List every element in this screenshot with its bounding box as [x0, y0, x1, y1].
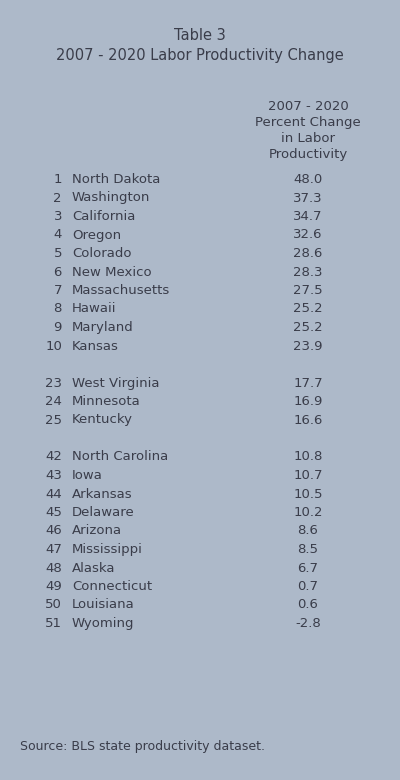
Text: 0.7: 0.7	[298, 580, 318, 593]
Text: Productivity: Productivity	[268, 148, 348, 161]
Text: 4: 4	[54, 229, 62, 242]
Text: 44: 44	[45, 488, 62, 501]
Text: 1: 1	[54, 173, 62, 186]
Text: 23: 23	[45, 377, 62, 389]
Text: Wyoming: Wyoming	[72, 617, 134, 630]
Text: 8.6: 8.6	[298, 524, 318, 537]
Text: 8: 8	[54, 303, 62, 315]
Text: 37.3: 37.3	[293, 192, 323, 204]
Text: in Labor: in Labor	[281, 132, 335, 145]
Text: Colorado: Colorado	[72, 247, 132, 260]
Text: 2007 - 2020 Labor Productivity Change: 2007 - 2020 Labor Productivity Change	[56, 48, 344, 63]
Text: 25.2: 25.2	[293, 303, 323, 315]
Text: 2007 - 2020: 2007 - 2020	[268, 100, 348, 113]
Text: 43: 43	[45, 469, 62, 482]
Text: 42: 42	[45, 451, 62, 463]
Text: Arizona: Arizona	[72, 524, 122, 537]
Text: Oregon: Oregon	[72, 229, 121, 242]
Text: Percent Change: Percent Change	[255, 116, 361, 129]
Text: California: California	[72, 210, 135, 223]
Text: 10.5: 10.5	[293, 488, 323, 501]
Text: Iowa: Iowa	[72, 469, 103, 482]
Text: -2.8: -2.8	[295, 617, 321, 630]
Text: New Mexico: New Mexico	[72, 265, 152, 278]
Text: Source: BLS state productivity dataset.: Source: BLS state productivity dataset.	[20, 740, 265, 753]
Text: Arkansas: Arkansas	[72, 488, 133, 501]
Text: 45: 45	[45, 506, 62, 519]
Text: 28.3: 28.3	[293, 265, 323, 278]
Text: Mississippi: Mississippi	[72, 543, 143, 556]
Text: 5: 5	[54, 247, 62, 260]
Text: 6.7: 6.7	[298, 562, 318, 575]
Text: 10.7: 10.7	[293, 469, 323, 482]
Text: Washington: Washington	[72, 192, 150, 204]
Text: 16.9: 16.9	[293, 395, 323, 408]
Text: 9: 9	[54, 321, 62, 334]
Text: Louisiana: Louisiana	[72, 598, 135, 612]
Text: Delaware: Delaware	[72, 506, 135, 519]
Text: Massachusetts: Massachusetts	[72, 284, 170, 297]
Text: Minnesota: Minnesota	[72, 395, 141, 408]
Text: Maryland: Maryland	[72, 321, 134, 334]
Text: 25.2: 25.2	[293, 321, 323, 334]
Text: Alaska: Alaska	[72, 562, 116, 575]
Text: 25: 25	[45, 413, 62, 427]
Text: North Carolina: North Carolina	[72, 451, 168, 463]
Text: 51: 51	[45, 617, 62, 630]
Text: 48.0: 48.0	[293, 173, 323, 186]
Text: 28.6: 28.6	[293, 247, 323, 260]
Text: 16.6: 16.6	[293, 413, 323, 427]
Text: 3: 3	[54, 210, 62, 223]
Text: 23.9: 23.9	[293, 339, 323, 353]
Text: Table 3: Table 3	[174, 28, 226, 43]
Text: 50: 50	[45, 598, 62, 612]
Text: 34.7: 34.7	[293, 210, 323, 223]
Text: 46: 46	[45, 524, 62, 537]
Text: Hawaii: Hawaii	[72, 303, 116, 315]
Text: 49: 49	[45, 580, 62, 593]
Text: 32.6: 32.6	[293, 229, 323, 242]
Text: 0.6: 0.6	[298, 598, 318, 612]
Text: Kansas: Kansas	[72, 339, 119, 353]
Text: 27.5: 27.5	[293, 284, 323, 297]
Text: 10.2: 10.2	[293, 506, 323, 519]
Text: North Dakota: North Dakota	[72, 173, 160, 186]
Text: 7: 7	[54, 284, 62, 297]
Text: 17.7: 17.7	[293, 377, 323, 389]
Text: 2: 2	[54, 192, 62, 204]
Text: 24: 24	[45, 395, 62, 408]
Text: 47: 47	[45, 543, 62, 556]
Text: Kentucky: Kentucky	[72, 413, 133, 427]
Text: 10: 10	[45, 339, 62, 353]
Text: 8.5: 8.5	[298, 543, 318, 556]
Text: Connecticut: Connecticut	[72, 580, 152, 593]
Text: 48: 48	[45, 562, 62, 575]
Text: 6: 6	[54, 265, 62, 278]
Text: 10.8: 10.8	[293, 451, 323, 463]
Text: West Virginia: West Virginia	[72, 377, 160, 389]
